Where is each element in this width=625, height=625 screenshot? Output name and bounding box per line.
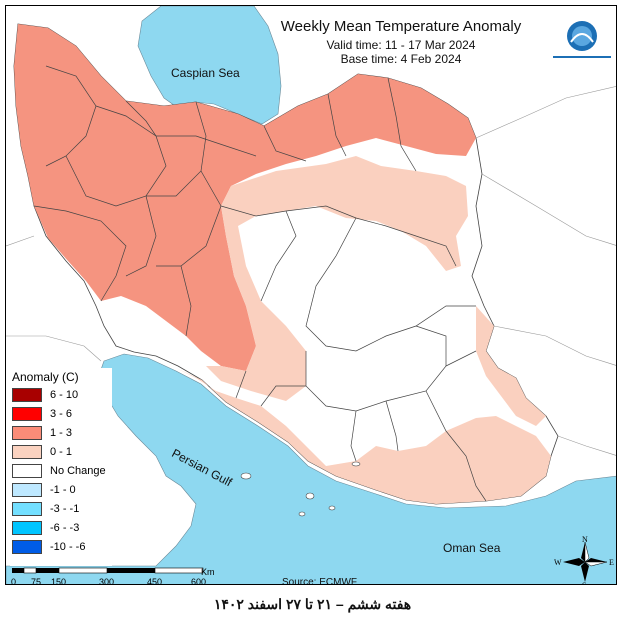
legend-swatch [12,521,42,535]
legend-item: -10 - -6 [12,540,112,554]
compass-w: W [554,558,562,567]
legend-swatch [12,540,42,554]
anomaly-1-3-region [14,24,476,371]
neighbour-borders [6,86,616,456]
legend-item: No Change [12,464,112,478]
anomaly-0-1-region-south [176,368,551,504]
province-boundaries [33,65,487,502]
legend: Anomaly (C) 6 - 10 3 - 6 1 - 3 0 - 1 No Chan… [10,368,112,566]
legend-item: 1 - 3 [12,426,112,440]
anomaly-0-1-region-central [206,156,468,401]
legend-swatch [12,407,42,421]
compass-e: E [609,558,614,567]
map-title: Weekly Mean Temperature Anomaly [280,18,522,35]
temperature-anomaly-map [6,6,616,584]
scale-tick: 0 [11,577,17,585]
legend-swatch [12,502,42,516]
legend-swatch [12,483,42,497]
scale-tick: 75 [31,577,42,585]
legend-item: 3 - 6 [12,407,112,421]
scale-tick: 300 [99,577,115,585]
legend-label: 3 - 6 [50,408,73,420]
oman-sea-label: Oman Sea [443,541,501,555]
legend-label: -10 - -6 [50,541,86,553]
compass-n: N [582,536,588,544]
footer-caption: هفته ششم – ۲۱ تا ۲۷ اسفند ۱۴۰۲ [213,596,412,612]
legend-label: -3 - -1 [50,503,80,515]
compass-rose-icon: N S W E [554,535,616,585]
legend-label: -1 - 0 [50,484,76,496]
legend-swatch [12,388,42,402]
legend-item: 6 - 10 [12,388,112,402]
legend-label: 1 - 3 [50,427,73,439]
legend-item: -6 - -3 [12,521,112,535]
compass-s: S [582,581,586,585]
valid-time: Valid time: 11 - 17 Mar 2024 [326,38,476,52]
anomaly-0-1-region-east [476,306,546,426]
source-credit: Source: ECMWF [282,577,358,585]
legend-label: 0 - 1 [50,446,73,458]
base-time: Base time: 4 Feb 2024 [340,52,462,66]
persian-gulf-oman-sea [6,353,616,584]
legend-title: Anomaly (C) [12,370,79,384]
legend-swatch [12,464,42,478]
map-frame: Weekly Mean Temperature Anomaly Valid ti… [5,5,617,585]
legend-item: -3 - -1 [12,502,112,516]
legend-label: No Change [50,465,106,477]
gulf-islands [240,461,361,517]
legend-item: -1 - 0 [12,483,112,497]
legend-swatch [12,426,42,440]
institute-logo-icon [551,18,613,68]
scale-bar: 0 75 150 300 450 600 Km [11,567,215,585]
scale-tick: 150 [51,577,67,585]
scale-tick: 600 [191,577,207,585]
caspian-sea-label: Caspian Sea [171,66,240,80]
scale-tick: 450 [147,577,163,585]
legend-item: 0 - 1 [12,445,112,459]
legend-label: -6 - -3 [50,522,80,534]
legend-swatch [12,445,42,459]
scale-unit: Km [201,567,215,577]
legend-label: 6 - 10 [50,389,79,401]
caspian-sea [137,6,282,125]
